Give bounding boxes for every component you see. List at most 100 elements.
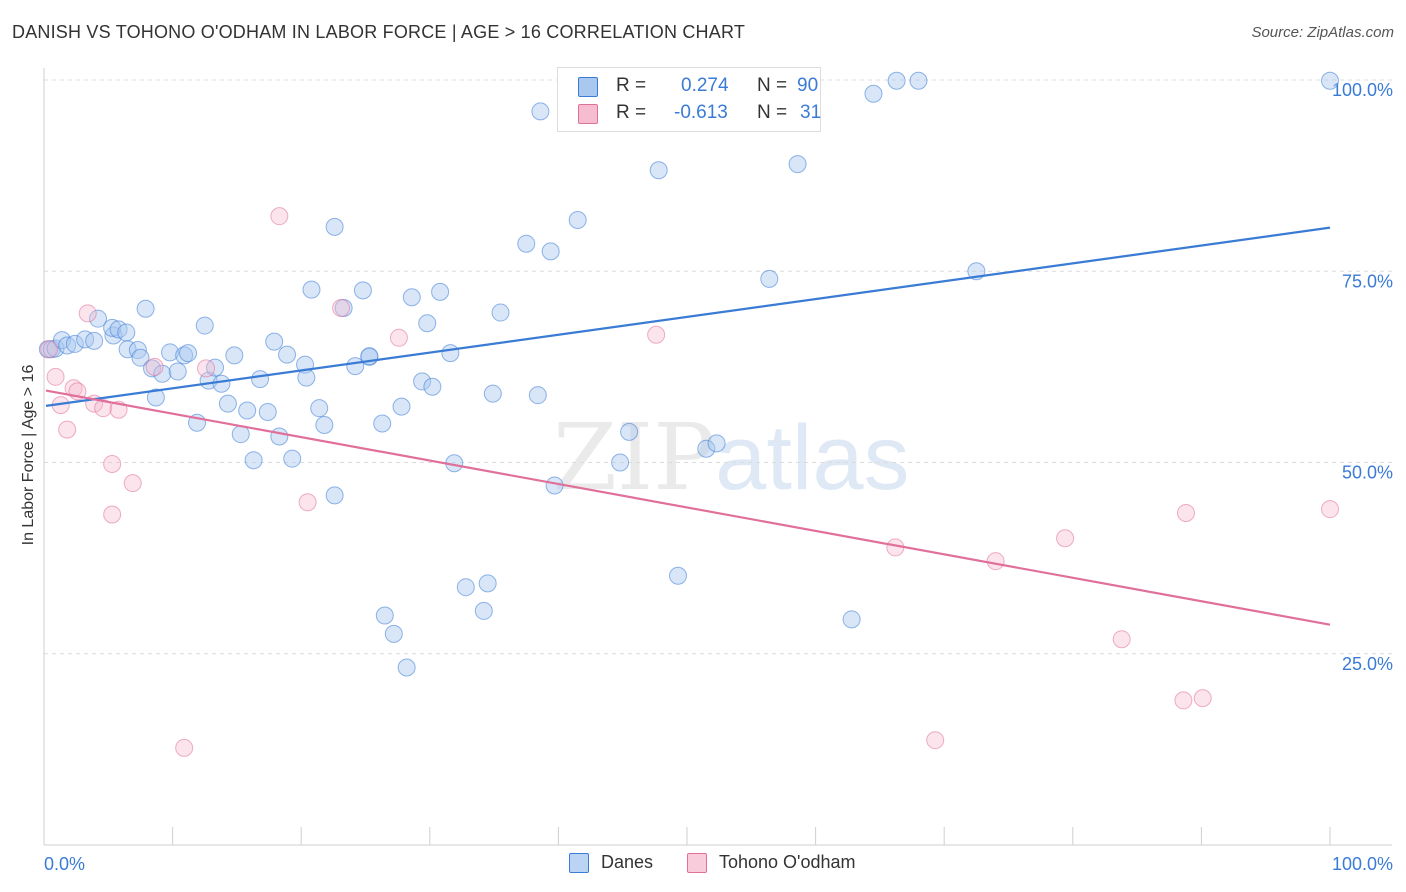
data-point: [283, 449, 302, 468]
data-point: [760, 269, 779, 288]
data-point: [325, 217, 344, 236]
data-point: [842, 610, 861, 629]
data-point: [620, 422, 639, 441]
y-tick-label: 75.0%: [1342, 271, 1393, 291]
y-tick-label: 25.0%: [1342, 654, 1393, 674]
data-point: [375, 606, 394, 625]
data-point: [212, 374, 231, 393]
data-point: [456, 578, 475, 597]
data-point: [986, 552, 1005, 571]
data-point: [40, 340, 59, 359]
data-point: [413, 372, 432, 391]
data-point: [1321, 500, 1339, 519]
data-point: [175, 738, 194, 757]
legend-label-tohono: Tohono O'odham: [719, 852, 856, 872]
data-point: [302, 280, 321, 299]
data-point: [103, 505, 122, 524]
data-point: [46, 367, 65, 386]
x-tick-label: 100.0%: [1332, 854, 1393, 874]
data-point: [270, 207, 289, 226]
data-point: [89, 309, 108, 328]
data-point: [384, 624, 403, 643]
data-point: [251, 370, 270, 389]
data-point: [649, 161, 668, 180]
data-point: [310, 399, 329, 418]
data-point: [864, 84, 883, 103]
data-point: [325, 486, 344, 505]
data-point: [474, 601, 493, 620]
legend: Danes Tohono O'odham: [0, 852, 1406, 878]
data-point: [145, 357, 164, 376]
data-point: [707, 434, 726, 453]
stats-swatch-tohono: [578, 104, 598, 124]
data-point: [926, 731, 945, 750]
data-point: [528, 386, 547, 405]
data-point: [392, 397, 411, 416]
data-point: [76, 330, 95, 349]
data-point: [58, 336, 77, 355]
data-point: [1056, 529, 1075, 548]
data-point: [146, 388, 165, 407]
data-point: [258, 403, 277, 422]
data-point: [647, 325, 666, 344]
data-point: [491, 303, 510, 322]
y-tick-label: 100.0%: [1332, 80, 1393, 100]
watermark-zip: ZIP: [553, 404, 716, 511]
trend-line: [45, 226, 1331, 407]
data-point: [1193, 689, 1212, 708]
data-point: [123, 474, 142, 493]
data-point: [58, 420, 77, 439]
data-point: [478, 574, 497, 593]
data-point: [270, 427, 289, 446]
data-point: [103, 455, 122, 474]
data-point: [1321, 71, 1339, 90]
data-point: [332, 298, 351, 317]
trend-line: [45, 389, 1331, 626]
data-point: [94, 399, 113, 418]
data-point: [65, 334, 84, 353]
data-point: [353, 281, 372, 300]
data-point: [315, 416, 334, 435]
source-label: Source: ZipAtlas.com: [1251, 24, 1394, 41]
data-point: [431, 282, 450, 301]
legend-item-tohono[interactable]: Tohono O'odham: [687, 852, 856, 873]
data-point: [423, 377, 442, 396]
watermark: ZIPatlas: [553, 404, 910, 511]
data-point: [85, 331, 104, 350]
data-point: [1174, 691, 1193, 710]
data-point: [78, 304, 97, 323]
data-point: [1112, 630, 1131, 649]
data-point: [298, 493, 317, 512]
stats-r-label: R =: [616, 102, 647, 123]
legend-label-danes: Danes: [601, 852, 654, 872]
data-point: [195, 316, 214, 335]
data-point: [373, 414, 392, 433]
data-point: [397, 658, 416, 677]
data-point: [611, 453, 630, 472]
stats-n-label: N =: [757, 75, 788, 96]
data-point: [389, 328, 408, 347]
data-point: [541, 242, 560, 261]
stats-n-label: N =: [757, 102, 788, 123]
stats-swatch-danes: [578, 77, 598, 97]
stats-r-label: R =: [616, 75, 647, 96]
chart-title: DANISH VS TOHONO O'ODHAM IN LABOR FORCE …: [12, 22, 746, 42]
stats-box: R = 0.274 N = 90 R = -0.613 N = 31: [557, 67, 821, 132]
y-tick-label: 50.0%: [1342, 463, 1393, 483]
data-point: [418, 314, 437, 333]
data-point: [517, 234, 536, 253]
data-point: [441, 344, 460, 363]
data-point: [531, 102, 550, 121]
data-point: [887, 71, 906, 90]
data-point: [668, 566, 687, 585]
stats-n-value: 31: [800, 102, 822, 123]
stats-r-value: 0.274: [681, 75, 729, 96]
data-point: [179, 344, 198, 363]
legend-swatch-danes: [569, 852, 589, 873]
data-point: [161, 343, 180, 362]
watermark-atlas: atlas: [715, 407, 910, 509]
data-point: [197, 359, 216, 378]
data-point: [402, 288, 421, 307]
legend-item-danes[interactable]: Danes: [569, 852, 653, 873]
